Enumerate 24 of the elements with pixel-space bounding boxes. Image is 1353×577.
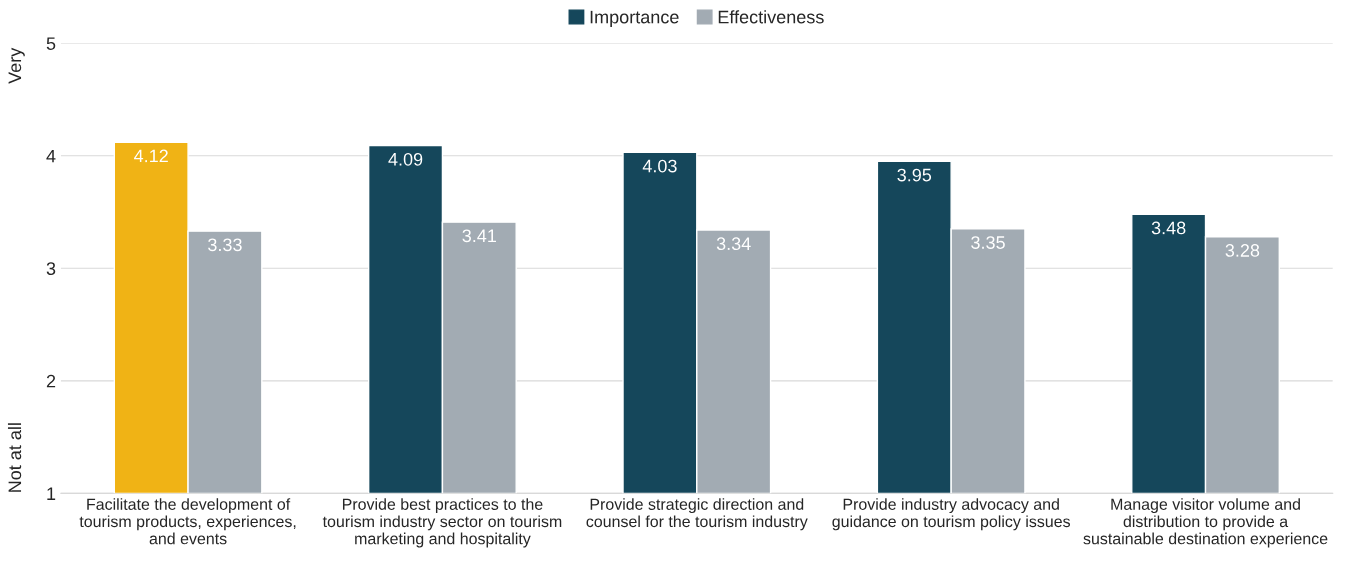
legend-label: Importance <box>590 10 679 28</box>
data-label: 4.12 <box>134 149 168 163</box>
data-label: 3.95 <box>897 168 932 182</box>
text: Very <box>8 47 25 84</box>
x-tick-label: Manage visitor volume and distribution to provide a sustainable destination experience <box>1083 498 1328 548</box>
data-label: 3.34 <box>716 237 751 251</box>
data-label: 3.41 <box>462 229 496 243</box>
y-tick-label: 3 <box>46 262 56 276</box>
data-label: 3.33 <box>208 238 242 252</box>
y-tick-label: 5 <box>46 37 56 50</box>
data-label: 4.09 <box>388 152 423 166</box>
data-label: 3.48 <box>1151 221 1186 235</box>
y-tick-label: 1 <box>47 487 56 500</box>
text: Not at all <box>7 423 22 492</box>
legend-label: Effectiveness <box>718 10 824 24</box>
x-tick-label: Provide best practices to the tourism industry sector on tourism marketing and hospitality <box>322 498 562 548</box>
data-label: 3.28 <box>1225 244 1260 257</box>
x-tick-label: Provide industry advocacy and guidance on tourism policy issues <box>832 498 1070 531</box>
y-tick-label: 2 <box>46 374 56 388</box>
x-tick-label: Provide strategic direction and counsel for the tourism industry <box>586 498 808 531</box>
y-tick-label: 4 <box>46 149 56 163</box>
x-tick-label: Facilitate the development of tourism products, experiences, and events <box>79 498 296 545</box>
data-label: 4.03 <box>642 159 677 173</box>
data-label: 3.35 <box>971 236 1005 249</box>
